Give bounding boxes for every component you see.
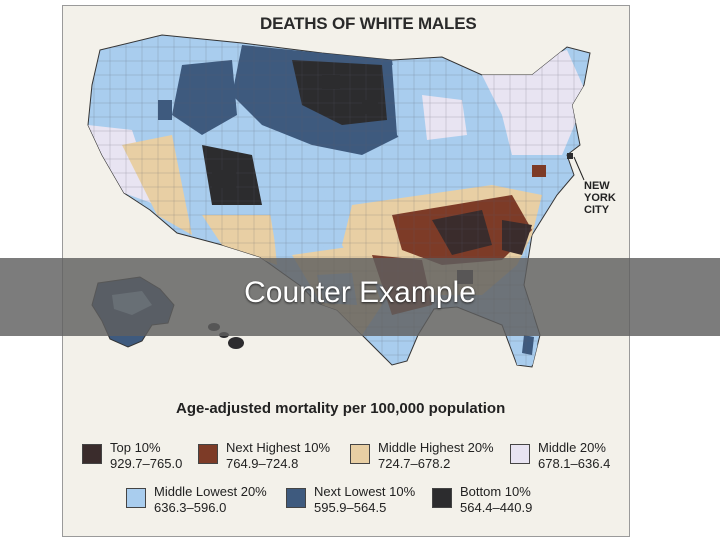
legend-range: 678.1–636.4 [538,456,611,471]
legend-swatch [510,444,530,464]
overlay-banner: Counter Example [0,258,720,336]
legend-range: 929.7–765.0 [110,456,183,471]
legend-swatch [198,444,218,464]
legend-swatch [432,488,452,508]
legend-range: 764.9–724.8 [226,456,299,471]
legend-swatch [350,444,370,464]
legend-item-bottom-10: Bottom 10% 564.4–440.9 [432,484,582,528]
legend-item-next-lowest-10: Next Lowest 10% 595.9–564.5 [286,484,436,528]
legend-range: 564.4–440.9 [460,500,533,515]
legend-label: Bottom 10% [460,484,531,499]
legend-item-middle-highest-20: Middle Highest 20% 724.7–678.2 [350,440,500,484]
legend-range: 724.7–678.2 [378,456,451,471]
legend-swatch [82,444,102,464]
legend-label: Top 10% [110,440,161,455]
legend-swatch [126,488,146,508]
legend-item-middle-lowest-20: Middle Lowest 20% 636.3–596.0 [126,484,276,528]
legend-label: Middle 20% [538,440,606,455]
legend-title: Age-adjusted mortality per 100,000 popul… [176,400,506,417]
legend-range: 595.9–564.5 [314,500,387,515]
legend-range: 636.3–596.0 [154,500,227,515]
legend-label: Middle Highest 20% [378,440,494,455]
county-regions [88,35,590,367]
legend-swatch [286,488,306,508]
legend-item-next-highest-10: Next Highest 10% 764.9–724.8 [198,440,348,484]
banner-text: Counter Example [244,276,476,309]
legend-label: Middle Lowest 20% [154,484,267,499]
nyc-marker [567,153,573,159]
map-title: DEATHS OF WHITE MALES [260,14,477,33]
legend-label: Next Highest 10% [226,440,331,455]
us-county-map [87,34,591,368]
nyc-label: NEW YORK CITY [584,180,616,216]
legend-label: Next Lowest 10% [314,484,416,499]
legend-item-middle-20: Middle 20% 678.1–636.4 [510,440,660,484]
legend-item-top-10: Top 10% 929.7–765.0 [82,440,232,484]
